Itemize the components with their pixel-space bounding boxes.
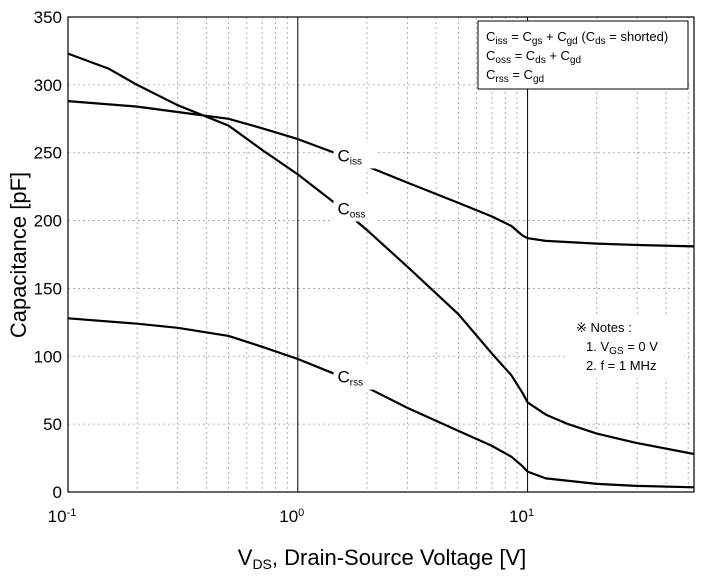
text-run: ※ Notes : (576, 320, 632, 335)
y-tick-labels: 0 50 100 150 200 250 300 350 (34, 8, 62, 502)
series-line-ciss (67, 100, 695, 248)
text-run: C (338, 199, 350, 218)
plot-frame (67, 16, 695, 493)
tick-exponent: 0 (298, 507, 304, 519)
series-label-mask (333, 142, 376, 169)
y-tick-label: 250 (34, 144, 62, 163)
x-axis-label-text: V (238, 545, 253, 570)
series-line-coss (67, 52, 695, 456)
text-run: = shorted) (606, 29, 669, 44)
subscript: gd (570, 55, 581, 66)
series-line-crss (67, 317, 695, 489)
x-tick-label: 101 (509, 507, 534, 526)
x-tick-labels: 10-1 100 101 (48, 507, 534, 526)
series-group (67, 52, 695, 489)
text-run: C (486, 48, 495, 63)
y-tick-label: 200 (34, 212, 62, 231)
legend-box: Ciss = Cgs + Cgd (Cds = shorted)Coss = C… (477, 20, 689, 90)
text-run: C (486, 67, 495, 82)
series-label-crss: Crss (338, 368, 364, 389)
tick-base: 10 (279, 507, 298, 526)
subscript: iss (495, 36, 507, 47)
series-label-ciss: Ciss (338, 146, 363, 167)
notes-line: ※ Notes : (576, 320, 632, 335)
series-label-coss: Coss (338, 199, 366, 220)
legend-line: Coss = Cds + Cgd (486, 48, 581, 66)
subscript: gd (533, 74, 544, 85)
y-tick-label: 300 (34, 76, 62, 95)
y-tick-label: 0 (53, 483, 62, 502)
text-run: (C (578, 29, 595, 44)
legend-frame (477, 20, 689, 90)
text-run: = C (509, 67, 533, 82)
x-tick-label: 100 (279, 507, 304, 526)
text-run: + C (546, 48, 570, 63)
x-axis-label-subscript: DS (252, 556, 271, 572)
subscript: iss (350, 156, 362, 167)
series-label-mask (333, 195, 376, 222)
text-run: + C (542, 29, 566, 44)
subscript: ds (595, 36, 606, 47)
tick-base: 10 (48, 507, 67, 526)
subscript: ds (535, 55, 546, 66)
text-run: C (486, 29, 495, 44)
text-run: C (338, 368, 350, 387)
notes-background (566, 316, 684, 378)
y-tick-label: 350 (34, 8, 62, 27)
subscript: oss (350, 209, 366, 220)
text-run: = 0 V (624, 339, 659, 354)
legend-line: Crss = Cgd (486, 67, 544, 85)
series-label-mask (333, 363, 376, 390)
subscript: rss (495, 74, 508, 85)
text-run: = C (508, 29, 532, 44)
notes-box: ※ Notes :1. VGS = 0 V2. f = 1 MHz (566, 316, 684, 378)
y-axis-label: Capacitance [pF] (6, 172, 31, 338)
notes-line: 1. VGS = 0 V (586, 339, 658, 357)
y-tick-label: 50 (43, 415, 62, 434)
text-run: 2. f = 1 MHz (586, 358, 656, 373)
y-tick-label: 100 (34, 347, 62, 366)
text-run: 1. V (586, 339, 609, 354)
x-tick-label: 10-1 (48, 507, 77, 526)
tick-exponent: -1 (67, 507, 77, 519)
x-axis-label: VDS, Drain-Source Voltage [V] (238, 545, 527, 572)
tick-base: 10 (509, 507, 528, 526)
tick-exponent: 1 (528, 507, 534, 519)
subscript: gd (567, 36, 578, 47)
notes-line: 2. f = 1 MHz (586, 358, 656, 373)
subscript: GS (609, 346, 624, 357)
text-run: C (338, 146, 350, 165)
text-run: = C (511, 48, 535, 63)
grid-lines (68, 17, 694, 492)
legend-line: Ciss = Cgs + Cgd (Cds = shorted) (486, 29, 668, 47)
x-axis-label-text: , Drain-Source Voltage [V] (272, 545, 526, 570)
subscript: oss (495, 55, 511, 66)
subscript: gs (532, 36, 543, 47)
subscript: rss (350, 378, 363, 389)
y-tick-label: 150 (34, 279, 62, 298)
